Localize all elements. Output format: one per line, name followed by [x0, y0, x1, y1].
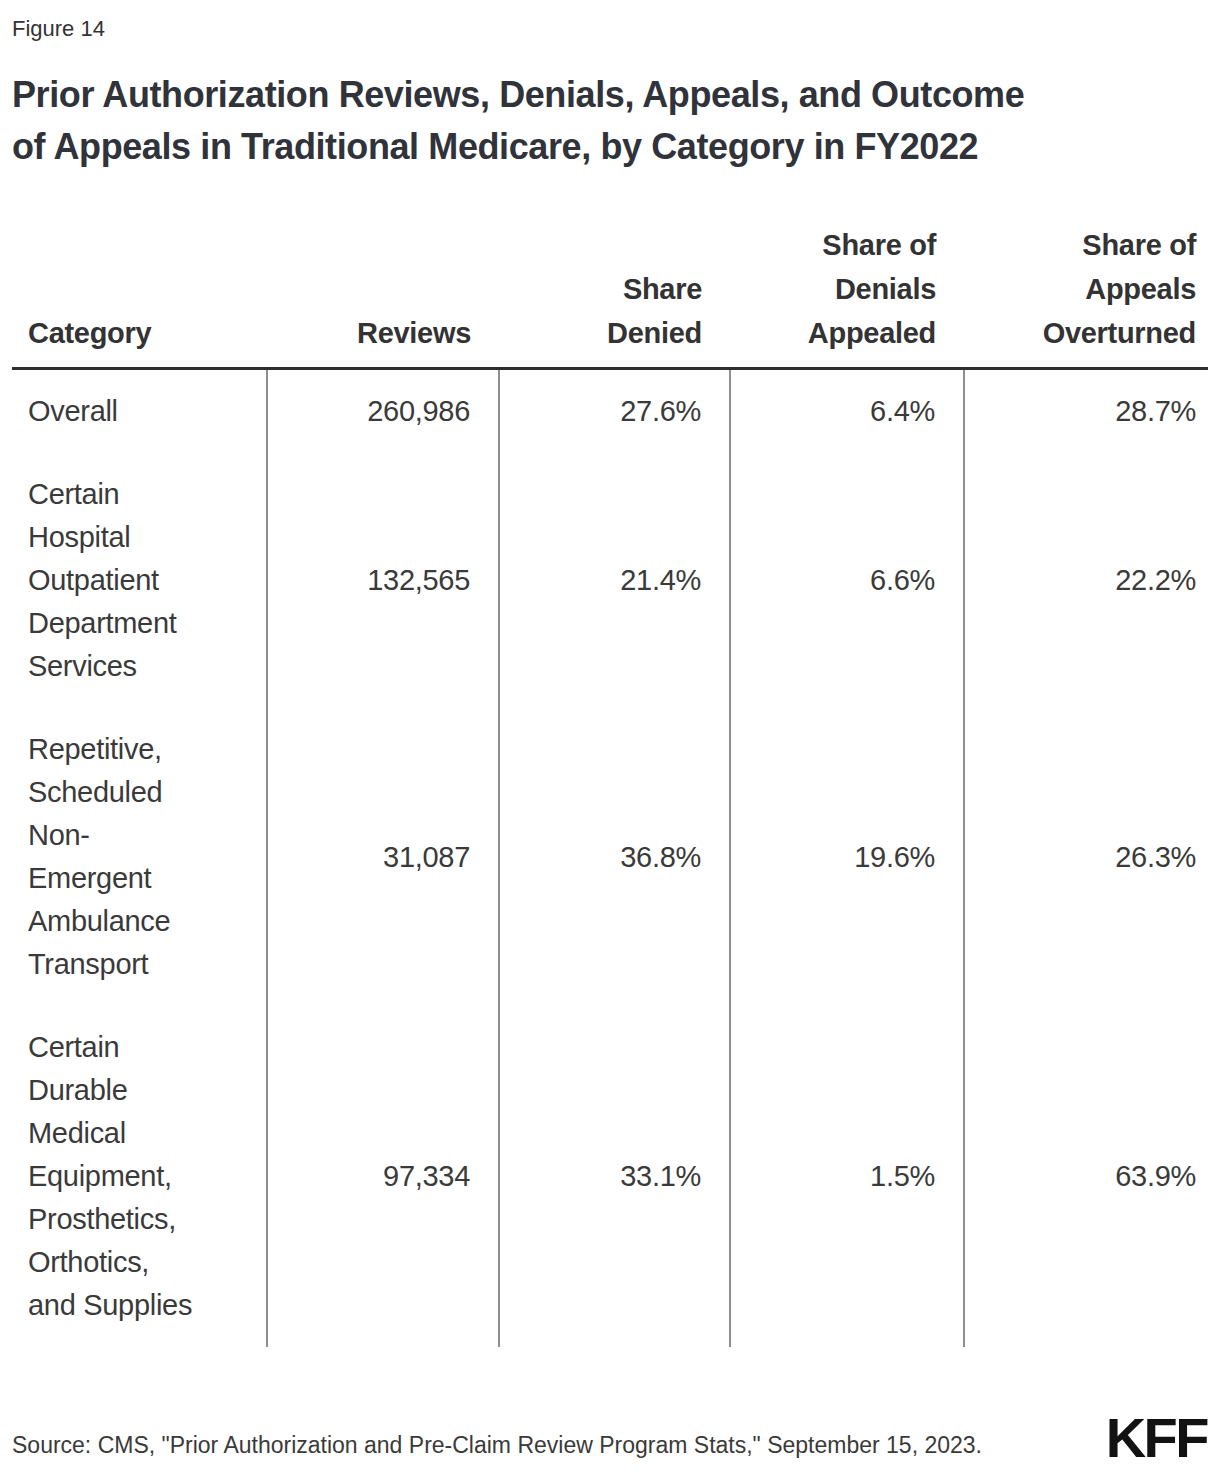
figure-page: Figure 14 Prior Authorization Reviews, D… [0, 0, 1220, 1478]
column-header-share-denials-appealed: Share of Denials Appealed [730, 223, 964, 369]
cell-category: Certain Hospital Outpatient Department S… [12, 453, 267, 708]
cell-share-denied: 36.8% [499, 708, 730, 1006]
table-row-dme-prosthetics: Certain Durable Medical Equipment, Prost… [12, 1006, 1208, 1347]
cell-category: Certain Durable Medical Equipment, Prost… [12, 1006, 267, 1347]
column-header-reviews: Reviews [267, 223, 499, 369]
column-header-share-denied: Share Denied [499, 223, 730, 369]
cell-share-denied: 21.4% [499, 453, 730, 708]
cell-category: Repetitive, Scheduled Non- Emergent Ambu… [12, 708, 267, 1006]
table-row-ambulance-transport: Repetitive, Scheduled Non- Emergent Ambu… [12, 708, 1208, 1006]
cell-reviews: 132,565 [267, 453, 499, 708]
kff-logo: KFF [1106, 1415, 1207, 1461]
figure-footer: Source: CMS, "Prior Authorization and Pr… [12, 1415, 1207, 1461]
cell-share-denials-appealed: 6.6% [730, 453, 964, 708]
page-title: Prior Authorization Reviews, Denials, Ap… [12, 69, 1207, 173]
cell-share-denied: 27.6% [499, 369, 730, 454]
data-table: Category Reviews Share Denied Share of D… [12, 223, 1208, 1347]
table-row-hospital-outpatient: Certain Hospital Outpatient Department S… [12, 453, 1208, 708]
cell-share-denials-appealed: 19.6% [730, 708, 964, 1006]
cell-share-denials-appealed: 1.5% [730, 1006, 964, 1347]
cell-share-denials-appealed: 6.4% [730, 369, 964, 454]
cell-share-denied: 33.1% [499, 1006, 730, 1347]
column-header-category: Category [12, 223, 267, 369]
source-text: Source: CMS, "Prior Authorization and Pr… [12, 1429, 982, 1461]
cell-category: Overall [12, 369, 267, 454]
table-row-overall: Overall 260,986 27.6% 6.4% 28.7% [12, 369, 1208, 454]
cell-reviews: 31,087 [267, 708, 499, 1006]
cell-reviews: 260,986 [267, 369, 499, 454]
column-header-share-appeals-overturned: Share of Appeals Overturned [964, 223, 1208, 369]
figure-label: Figure 14 [12, 15, 1207, 43]
cell-share-appeals-overturned: 22.2% [964, 453, 1208, 708]
cell-reviews: 97,334 [267, 1006, 499, 1347]
table-header-row: Category Reviews Share Denied Share of D… [12, 223, 1208, 369]
cell-share-appeals-overturned: 26.3% [964, 708, 1208, 1006]
cell-share-appeals-overturned: 63.9% [964, 1006, 1208, 1347]
cell-share-appeals-overturned: 28.7% [964, 369, 1208, 454]
